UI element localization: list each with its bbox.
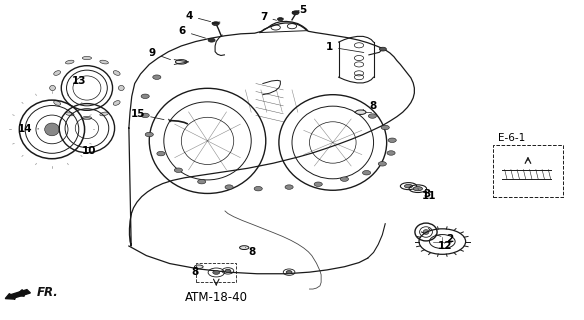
Ellipse shape <box>45 123 59 136</box>
Circle shape <box>363 171 371 175</box>
Text: 8: 8 <box>363 101 376 111</box>
Ellipse shape <box>239 246 249 250</box>
Ellipse shape <box>100 60 109 64</box>
Text: FR.: FR. <box>37 286 58 299</box>
Circle shape <box>208 38 215 42</box>
Circle shape <box>141 94 150 99</box>
Ellipse shape <box>405 184 413 188</box>
Text: 13: 13 <box>71 76 86 86</box>
Ellipse shape <box>65 60 74 64</box>
Text: 11: 11 <box>421 191 436 201</box>
Text: ATM-18-40: ATM-18-40 <box>185 291 248 303</box>
Circle shape <box>387 151 395 155</box>
Circle shape <box>212 22 219 26</box>
Text: 9: 9 <box>148 48 171 60</box>
Bar <box>196 263 236 282</box>
Circle shape <box>378 162 387 166</box>
Circle shape <box>213 270 220 274</box>
Text: 2: 2 <box>436 234 454 244</box>
Text: 10: 10 <box>82 146 96 156</box>
Ellipse shape <box>100 112 109 116</box>
Circle shape <box>153 75 161 79</box>
Ellipse shape <box>113 71 120 76</box>
Text: 5: 5 <box>296 4 306 15</box>
Circle shape <box>254 187 262 191</box>
Circle shape <box>277 18 283 21</box>
Circle shape <box>381 125 390 130</box>
Circle shape <box>292 11 299 15</box>
Circle shape <box>197 180 206 184</box>
Ellipse shape <box>54 100 61 105</box>
Text: E-6-1: E-6-1 <box>498 133 525 143</box>
Ellipse shape <box>413 187 422 191</box>
Text: 8: 8 <box>245 247 256 257</box>
Circle shape <box>145 132 154 137</box>
Ellipse shape <box>113 100 120 105</box>
Circle shape <box>141 113 150 118</box>
Ellipse shape <box>82 56 92 60</box>
Ellipse shape <box>50 85 55 91</box>
Text: 1: 1 <box>326 42 364 52</box>
Circle shape <box>388 138 397 142</box>
Ellipse shape <box>119 85 124 91</box>
FancyArrow shape <box>5 290 30 299</box>
Circle shape <box>314 182 322 187</box>
Text: 7: 7 <box>260 12 276 22</box>
Text: 15: 15 <box>131 109 164 120</box>
Text: 6: 6 <box>179 26 206 38</box>
Ellipse shape <box>356 110 366 115</box>
Ellipse shape <box>175 60 187 64</box>
Ellipse shape <box>423 230 429 234</box>
Text: 4: 4 <box>186 11 211 22</box>
Ellipse shape <box>65 112 74 116</box>
Circle shape <box>157 151 165 156</box>
Circle shape <box>174 168 182 172</box>
Text: 14: 14 <box>18 124 39 134</box>
Ellipse shape <box>194 265 203 268</box>
Ellipse shape <box>54 71 61 76</box>
Text: 3: 3 <box>418 189 431 199</box>
Text: 8: 8 <box>192 267 199 277</box>
Circle shape <box>225 185 233 189</box>
Text: 12: 12 <box>437 241 452 251</box>
Circle shape <box>225 269 231 272</box>
Circle shape <box>285 185 293 189</box>
Circle shape <box>340 177 349 181</box>
Circle shape <box>380 47 387 51</box>
Ellipse shape <box>82 116 92 120</box>
Circle shape <box>286 270 292 274</box>
Bar <box>493 145 563 197</box>
Circle shape <box>369 114 377 118</box>
